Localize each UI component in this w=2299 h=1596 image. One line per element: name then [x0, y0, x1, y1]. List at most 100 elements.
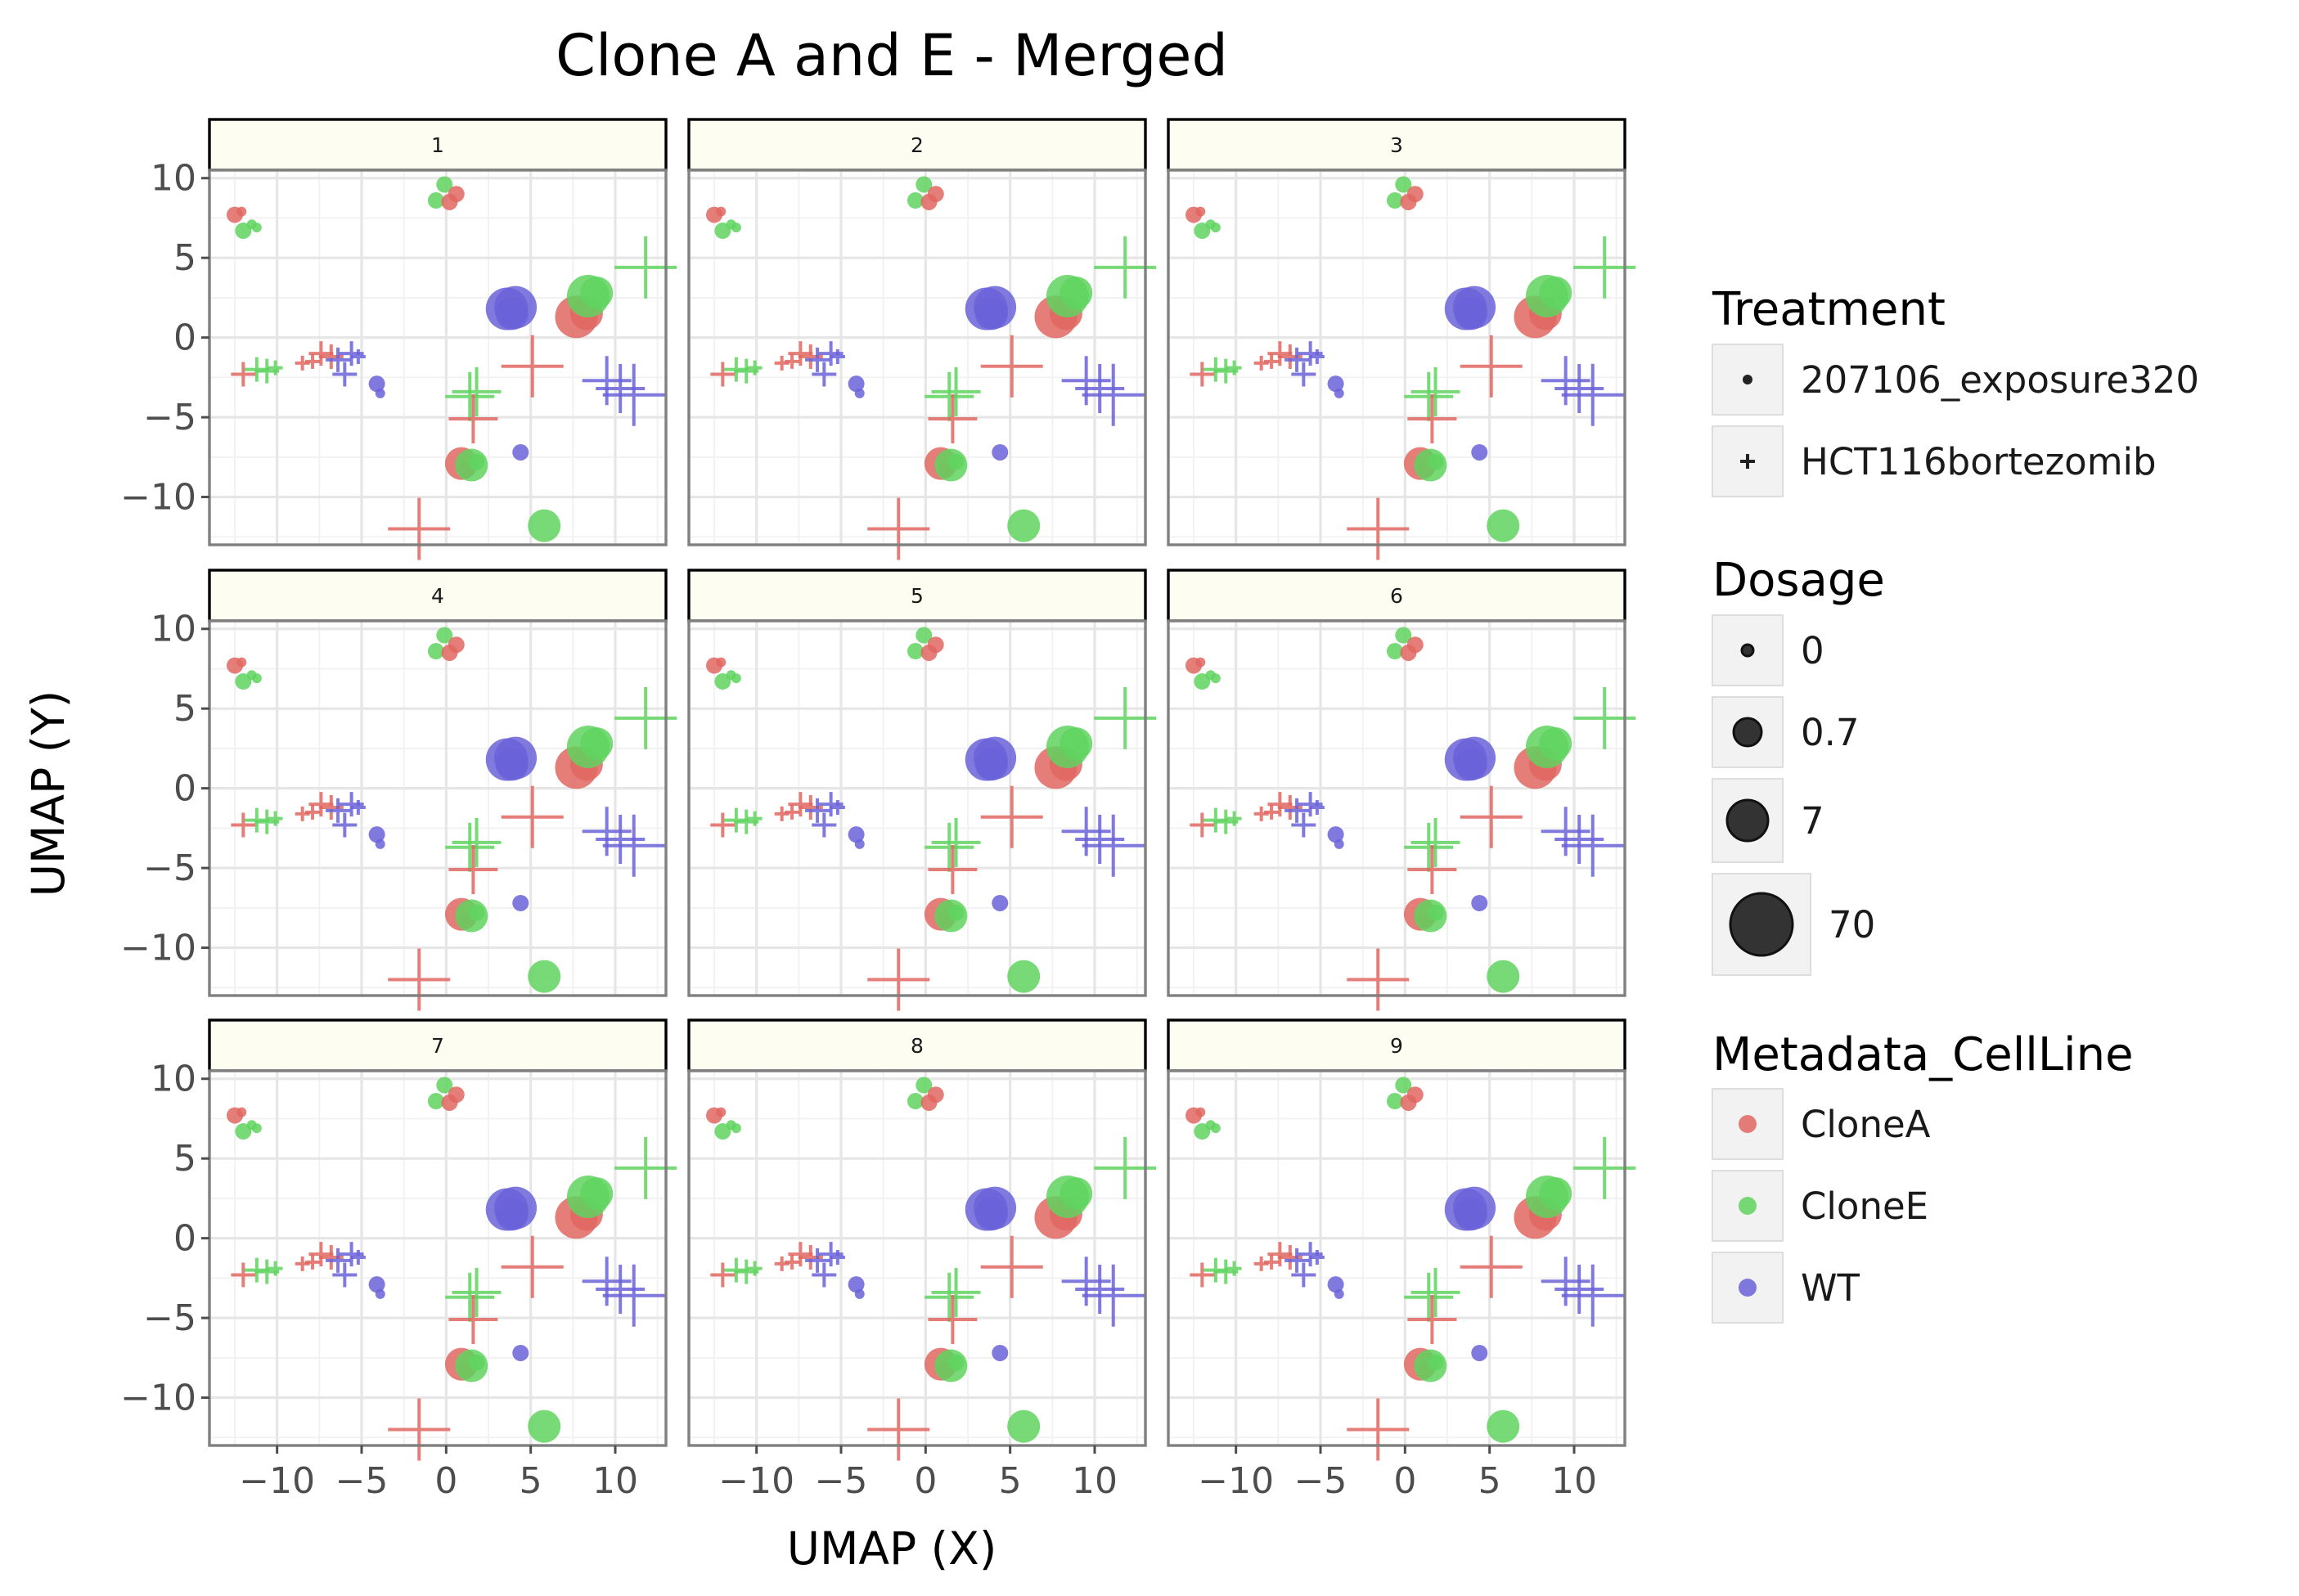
- data-point-cross: [805, 798, 830, 823]
- data-point-circle: [916, 1077, 933, 1094]
- data-point-cross: [1264, 804, 1280, 820]
- data-point-cross: [1267, 792, 1293, 817]
- x-tick-label: 0: [914, 1460, 937, 1502]
- data-point-cross: [501, 785, 564, 848]
- data-point-circle: [468, 904, 485, 921]
- data-point-circle: [714, 223, 731, 240]
- data-point-circle: [731, 223, 741, 233]
- data-point-cross: [1554, 815, 1604, 864]
- data-point-cross: [788, 1242, 813, 1267]
- data-point-circle: [1406, 1086, 1424, 1104]
- data-point-circle: [468, 1354, 485, 1371]
- data-point-circle: [236, 657, 247, 668]
- data-point-circle: [580, 276, 614, 310]
- data-point-cross: [1541, 1257, 1590, 1306]
- data-point-cross: [231, 1262, 256, 1288]
- data-point-circle: [927, 636, 944, 654]
- data-point-cross: [710, 362, 736, 387]
- data-point-cross: [501, 1235, 564, 1298]
- data-point-circle: [1395, 627, 1412, 644]
- data-point-circle: [528, 1409, 561, 1443]
- data-point-circle: [848, 375, 865, 393]
- data-point-cross: [1554, 1265, 1604, 1314]
- data-point-cross: [452, 817, 502, 867]
- y-tick-label: 0: [173, 317, 196, 359]
- data-point-cross: [582, 1257, 632, 1306]
- data-point-circle: [848, 826, 865, 843]
- data-point-cross: [925, 1272, 974, 1322]
- data-point-cross: [1291, 812, 1316, 838]
- data-point-cross: [1404, 822, 1454, 872]
- data-point-circle: [1454, 1198, 1487, 1231]
- panel-background: [209, 170, 666, 545]
- data-point-circle: [992, 443, 1009, 461]
- data-point-circle: [1195, 1107, 1206, 1117]
- data-point-circle: [1406, 636, 1424, 654]
- panel-border: [208, 619, 668, 997]
- facet-strip-label: 6: [1390, 584, 1403, 608]
- data-point-circle: [375, 388, 385, 398]
- data-point-cross: [326, 798, 351, 823]
- data-point-cross: [1347, 948, 1410, 1011]
- data-point-circle: [974, 297, 1008, 330]
- data-point-cross: [747, 811, 763, 826]
- data-point-circle: [1427, 904, 1444, 921]
- data-point-circle: [1471, 894, 1488, 911]
- legend-color-marker: [1739, 1115, 1757, 1133]
- data-point-cross: [1284, 347, 1310, 372]
- data-point-circle: [368, 1276, 385, 1293]
- data-point-circle: [235, 673, 252, 690]
- legend-label-dosage: 7: [1801, 799, 1824, 843]
- data-point-cross: [332, 1262, 358, 1288]
- data-point-cross: [710, 1262, 736, 1288]
- data-point-cross: [452, 1267, 502, 1317]
- y-tick-label: −5: [143, 397, 196, 438]
- data-point-circle: [251, 673, 262, 684]
- legend-label-cellline: WT: [1801, 1266, 1860, 1310]
- panel-background: [689, 1071, 1145, 1445]
- y-tick-label: 10: [151, 158, 196, 200]
- data-points: [706, 627, 1157, 1011]
- data-point-cross: [448, 394, 498, 444]
- data-points: [227, 176, 677, 560]
- facet-strip-label: 1: [431, 133, 444, 157]
- data-point-cross: [445, 822, 495, 872]
- panel-border: [208, 1069, 668, 1447]
- data-point-cross: [1291, 362, 1316, 387]
- data-point-cross: [332, 362, 358, 387]
- data-point-circle: [731, 1123, 741, 1134]
- data-point-circle: [947, 1354, 965, 1371]
- data-point-cross: [445, 371, 495, 421]
- panel-background: [1168, 621, 1625, 996]
- data-point-cross: [928, 845, 978, 895]
- y-tick-label: −10: [120, 1378, 196, 1419]
- facet-panel-4: 4 10 5 0 −5 −10: [120, 569, 677, 1011]
- x-tick-label: −10: [1198, 1460, 1274, 1502]
- legend-size-marker: [1732, 717, 1763, 748]
- data-point-cross: [602, 363, 665, 426]
- data-point-circle: [375, 1288, 385, 1299]
- data-point-circle: [235, 1123, 252, 1140]
- data-point-cross: [1561, 814, 1624, 877]
- data-point-cross: [1226, 360, 1242, 375]
- data-point-circle: [528, 509, 561, 542]
- data-point-circle: [947, 904, 965, 921]
- data-point-cross: [980, 1235, 1043, 1298]
- data-point-circle: [907, 1093, 924, 1110]
- panel-background: [1168, 1071, 1625, 1445]
- data-points: [227, 627, 677, 1011]
- data-point-cross: [1347, 497, 1410, 560]
- legend-title-treatment: Treatment: [1712, 283, 1946, 336]
- data-point-cross: [1075, 1265, 1125, 1314]
- facet-strip-label: 2: [911, 133, 924, 157]
- data-point-circle: [1060, 727, 1093, 761]
- data-point-circle: [716, 657, 727, 668]
- facet-panel-2: 2: [687, 118, 1157, 560]
- data-point-cross: [928, 394, 978, 444]
- data-point-circle: [927, 1086, 944, 1104]
- data-point-circle: [1060, 276, 1093, 310]
- data-point-cross: [1407, 394, 1457, 444]
- data-point-cross: [931, 817, 981, 867]
- data-point-circle: [927, 186, 944, 203]
